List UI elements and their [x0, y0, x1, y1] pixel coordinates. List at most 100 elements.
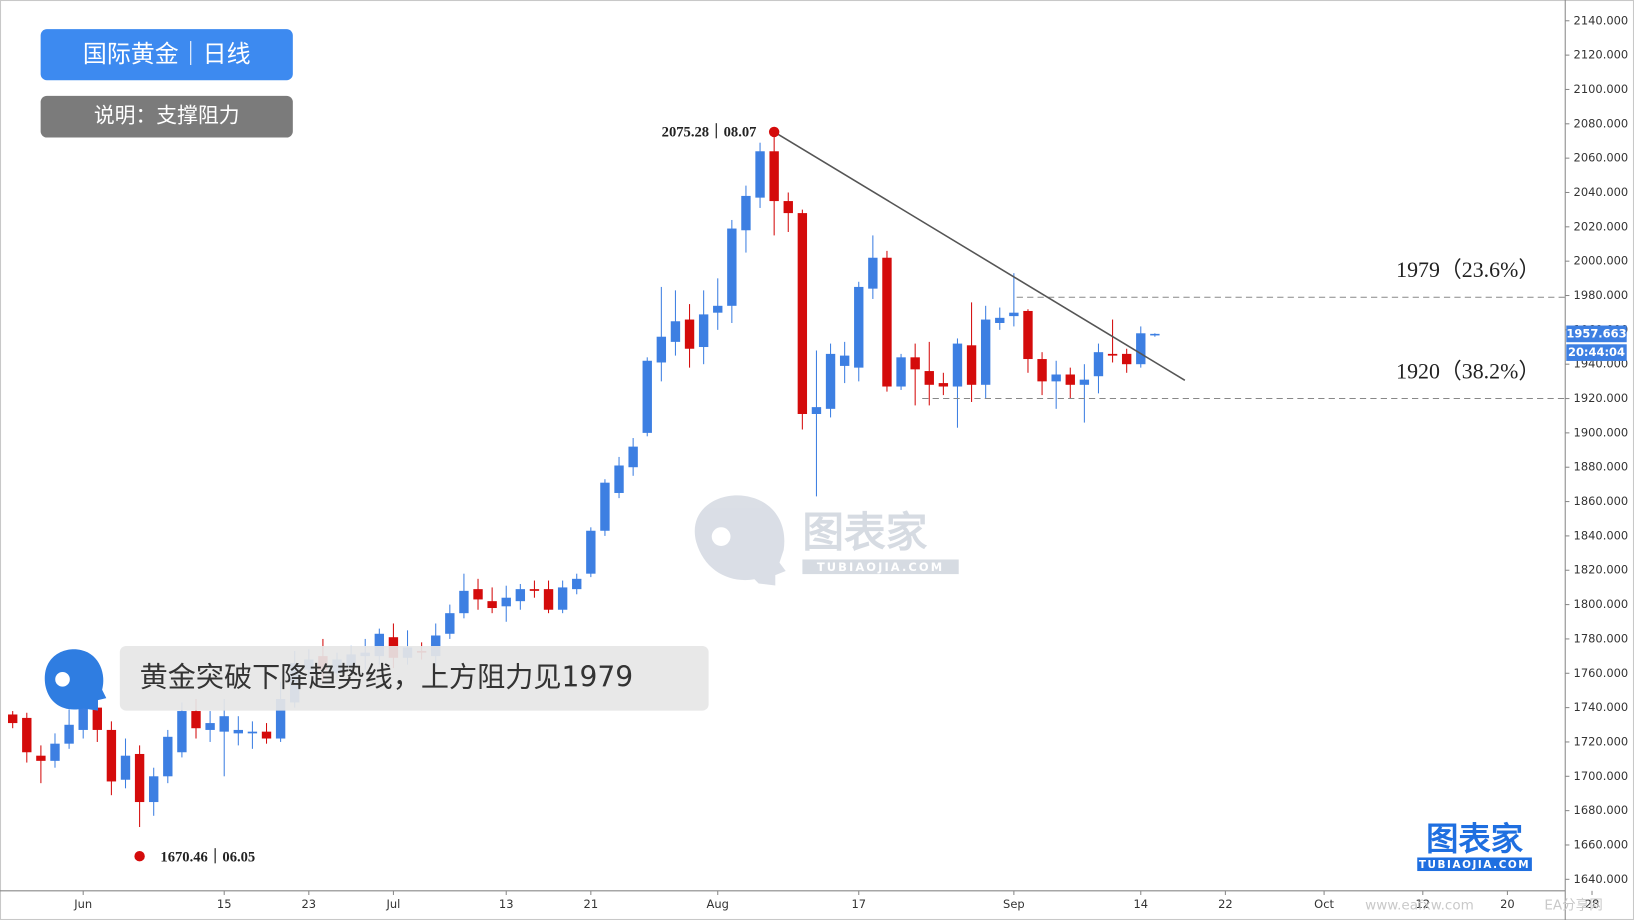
y-tick-label: 1760.000 — [1574, 666, 1629, 680]
watermark-site: TUBIAOJIA.COM — [817, 560, 944, 574]
candle-body — [572, 578, 582, 590]
footer-name: EA分享网 — [1544, 896, 1602, 913]
x-tick-label: 20 — [1500, 897, 1515, 911]
x-tick-label: 22 — [1218, 897, 1233, 911]
watermark-logo-part — [711, 527, 731, 546]
candle-body — [431, 635, 441, 657]
candle-body — [1093, 352, 1104, 377]
countdown-tag — [1566, 344, 1627, 361]
candle-body — [1037, 359, 1047, 382]
candle-body — [755, 151, 765, 198]
footer-site: www.eafxw.com — [1365, 897, 1474, 913]
avatar-part — [55, 672, 70, 687]
x-tick-label: 14 — [1133, 897, 1148, 911]
candle-body — [374, 633, 385, 657]
candle-body — [910, 357, 920, 370]
candle-body — [600, 482, 610, 531]
level-label: 1979（23.6%） — [1396, 258, 1540, 282]
x-tick-label: Oct — [1314, 897, 1334, 911]
candle-body — [1107, 353, 1118, 356]
y-tick-label: 1820.000 — [1574, 563, 1629, 577]
callout-box — [119, 645, 709, 711]
level-label: 1920（38.2%） — [1396, 360, 1540, 384]
candle-body — [811, 407, 822, 414]
candle-body — [501, 597, 511, 607]
x-tick-label: 15 — [217, 897, 232, 911]
y-tick-label: 2120.000 — [1574, 48, 1629, 62]
x-tick-label: 17 — [851, 897, 866, 911]
y-tick-label: 1640.000 — [1574, 872, 1629, 886]
x-tick-label: Jun — [73, 897, 92, 911]
x-tick-label: 23 — [302, 897, 317, 911]
candle-body — [445, 613, 455, 634]
candle-body — [713, 305, 723, 313]
y-tick-label: 2000.000 — [1574, 254, 1629, 268]
x-tick-label: 12 — [1416, 897, 1431, 911]
callout-text: 黄金突破下降趋势线，上方阻力见1979 — [140, 660, 633, 693]
candle-body — [1051, 374, 1061, 382]
candle-body — [1079, 379, 1090, 385]
candle-body — [797, 213, 808, 414]
candle-body — [275, 699, 286, 739]
y-tick-label: 1700.000 — [1574, 769, 1629, 783]
candle-body — [1065, 374, 1075, 385]
y-tick-label: 1780.000 — [1574, 631, 1629, 645]
y-tick-label: 2040.000 — [1574, 185, 1629, 199]
price-tag-label: 1957.663 — [1566, 326, 1626, 340]
candle-body — [882, 257, 892, 387]
candle-body — [698, 314, 709, 348]
candle-body — [868, 257, 878, 289]
y-tick-label: 2140.000 — [1574, 13, 1629, 27]
candle-body — [952, 343, 963, 387]
candle-body — [741, 195, 751, 231]
candle-body — [557, 587, 568, 610]
candle-body — [529, 589, 540, 591]
candle-body — [727, 228, 737, 306]
y-tick-label: 1980.000 — [1574, 288, 1629, 302]
chart-subtitle: 说明：支撑阻力 — [94, 104, 240, 128]
price-tag — [1566, 325, 1627, 343]
x-tick-label: 21 — [584, 897, 599, 911]
y-tick-label: 1840.000 — [1574, 528, 1629, 542]
avatar — [44, 649, 107, 711]
candle-body — [896, 357, 906, 387]
candle-body — [219, 716, 229, 732]
watermark: 图表家 TUBIAOJIA.COM — [694, 495, 959, 586]
y-tick-label: 1720.000 — [1574, 734, 1629, 748]
candle-body — [134, 753, 145, 803]
y-tick-label: 1660.000 — [1574, 837, 1629, 851]
candle-body — [966, 345, 977, 385]
logo-text: 图表家 — [1426, 820, 1524, 858]
subtitle-box — [40, 95, 293, 138]
candle-body — [247, 731, 258, 734]
watermark-text: 图表家 — [802, 508, 927, 557]
candle-body — [106, 729, 117, 782]
y-tick-label: 1860.000 — [1574, 494, 1629, 508]
y-tick-label: 1680.000 — [1574, 803, 1629, 817]
candle-body — [50, 743, 60, 761]
candle-body — [191, 711, 201, 729]
x-tick-label: 13 — [499, 897, 514, 911]
candle-body — [515, 589, 526, 602]
candle-body — [36, 755, 46, 761]
candle-body — [149, 776, 159, 803]
candle-body — [642, 360, 652, 433]
y-tick-label: 2060.000 — [1574, 151, 1629, 165]
candle-body — [614, 465, 624, 493]
extreme-dot — [134, 850, 145, 862]
candle-body — [938, 383, 949, 387]
y-tick-label: 1900.000 — [1574, 425, 1629, 439]
candle-body — [120, 755, 131, 780]
candle-body — [459, 590, 469, 614]
extreme-label: 1670.46｜06.05 — [160, 848, 255, 866]
y-tick-label: 2100.000 — [1574, 82, 1629, 96]
y-tick-label: 1880.000 — [1574, 460, 1629, 474]
candle-body — [1150, 333, 1160, 336]
countdown-label: 20:44:04 — [1568, 345, 1625, 359]
candle-body — [995, 317, 1005, 323]
candle-body — [261, 731, 272, 739]
candle-body — [473, 589, 483, 600]
candle-body — [64, 724, 74, 744]
